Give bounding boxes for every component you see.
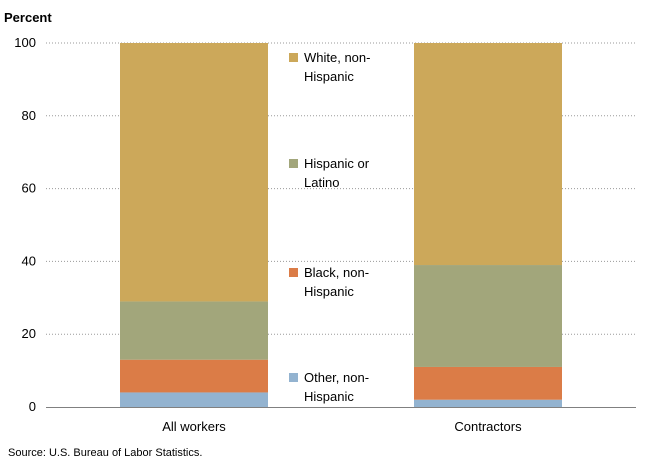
y-tick-label: 40 bbox=[22, 253, 36, 268]
y-axis-ticks: 0 20 40 60 80 100 bbox=[14, 35, 36, 414]
legend-label: White, non- bbox=[304, 50, 370, 65]
legend-label: Black, non- bbox=[304, 265, 369, 280]
y-tick-label: 60 bbox=[22, 181, 36, 196]
source-note: Source: U.S. Bureau of Labor Statistics. bbox=[8, 447, 202, 459]
y-tick-label: 0 bbox=[29, 399, 36, 414]
legend-label: Hispanic bbox=[304, 284, 354, 299]
y-tick-label: 20 bbox=[22, 326, 36, 341]
legend-label: Hispanic bbox=[304, 389, 354, 404]
bar-segment bbox=[414, 366, 562, 400]
bar-segment bbox=[120, 43, 268, 302]
bar-segment bbox=[414, 399, 562, 407]
legend-label: Latino bbox=[304, 175, 339, 190]
bar-segment bbox=[414, 43, 562, 266]
x-tick-label: Contractors bbox=[454, 419, 522, 434]
legend-swatch bbox=[289, 268, 298, 277]
legend-swatch bbox=[289, 373, 298, 382]
bar-segment bbox=[120, 301, 268, 360]
legend-label: Other, non- bbox=[304, 370, 369, 385]
legend-label: Hispanic or bbox=[304, 156, 370, 171]
bars bbox=[120, 43, 562, 407]
bar-segment bbox=[414, 265, 562, 367]
x-tick-label: All workers bbox=[162, 419, 226, 434]
legend-swatch bbox=[289, 159, 298, 168]
y-tick-label: 80 bbox=[22, 108, 36, 123]
bar-segment bbox=[120, 359, 268, 393]
y-axis-title: Percent bbox=[4, 10, 52, 25]
legend-swatch bbox=[289, 53, 298, 62]
x-axis-labels: All workers Contractors bbox=[162, 419, 522, 434]
gridlines bbox=[46, 42, 636, 335]
legend: Other, non- Hispanic Black, non- Hispanic Hi… bbox=[289, 50, 370, 404]
legend-label: Hispanic bbox=[304, 69, 354, 84]
bar-segment bbox=[120, 392, 268, 407]
y-tick-label: 100 bbox=[14, 35, 36, 50]
